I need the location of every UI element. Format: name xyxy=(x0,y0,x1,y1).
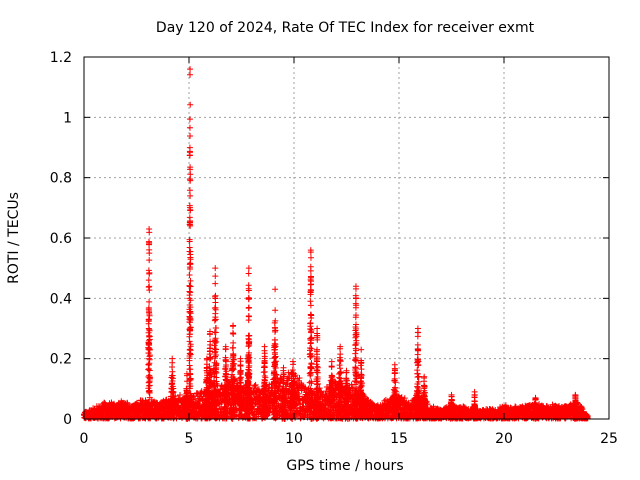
data-point xyxy=(146,298,153,305)
data-point xyxy=(251,382,258,389)
data-point xyxy=(246,362,253,369)
data-point xyxy=(175,402,182,409)
data-point xyxy=(229,323,236,330)
data-point xyxy=(212,280,219,287)
data-point xyxy=(272,396,279,403)
data-point xyxy=(146,287,153,294)
data-point xyxy=(187,260,194,267)
data-point xyxy=(186,272,193,279)
data-point xyxy=(230,331,237,338)
data-point xyxy=(169,375,176,382)
data-point xyxy=(186,124,193,131)
data-point xyxy=(212,295,219,302)
data-point xyxy=(261,364,268,371)
data-point xyxy=(187,277,194,284)
data-point xyxy=(237,362,244,369)
data-point xyxy=(146,229,153,236)
data-point xyxy=(245,294,252,301)
data-point xyxy=(169,359,176,366)
data-point xyxy=(230,339,237,346)
data-point xyxy=(146,270,153,277)
data-point xyxy=(187,132,194,139)
data-point xyxy=(146,388,153,395)
data-point xyxy=(212,346,219,353)
data-point xyxy=(212,265,219,272)
data-point xyxy=(252,381,259,388)
data-point xyxy=(245,317,252,324)
data-point xyxy=(187,71,194,78)
data-point xyxy=(186,366,193,373)
data-point xyxy=(245,265,252,272)
data-point xyxy=(177,391,184,398)
data-point xyxy=(146,257,153,264)
data-point xyxy=(145,284,152,291)
data-point xyxy=(187,289,194,296)
data-point xyxy=(266,409,273,416)
data-point xyxy=(146,336,153,343)
data-point xyxy=(302,384,309,391)
data-point xyxy=(245,270,252,277)
data-point xyxy=(295,390,302,397)
data-point xyxy=(212,324,219,331)
data-point xyxy=(296,374,303,381)
data-point xyxy=(187,101,194,108)
data-point xyxy=(211,317,218,324)
data-point xyxy=(186,149,193,156)
data-point xyxy=(145,304,152,311)
grid-lines xyxy=(84,57,609,419)
data-point xyxy=(260,369,267,376)
data-point xyxy=(187,192,194,199)
data-point xyxy=(245,304,252,311)
data-point xyxy=(145,277,152,284)
data-point xyxy=(186,244,193,251)
data-point xyxy=(187,66,194,73)
data-point xyxy=(186,288,193,295)
data-point xyxy=(187,207,194,214)
chart-title: Day 120 of 2024, Rate Of TEC Index for r… xyxy=(156,20,535,36)
data-point xyxy=(212,273,219,280)
data-points xyxy=(81,66,591,422)
data-point xyxy=(265,409,272,416)
data-point xyxy=(146,250,153,257)
data-point xyxy=(186,283,193,290)
data-point xyxy=(190,392,197,399)
data-point xyxy=(186,187,193,194)
data-point xyxy=(187,177,194,184)
data-point xyxy=(286,374,293,381)
data-point xyxy=(246,332,253,339)
data-point xyxy=(186,116,193,123)
data-point xyxy=(146,379,153,386)
